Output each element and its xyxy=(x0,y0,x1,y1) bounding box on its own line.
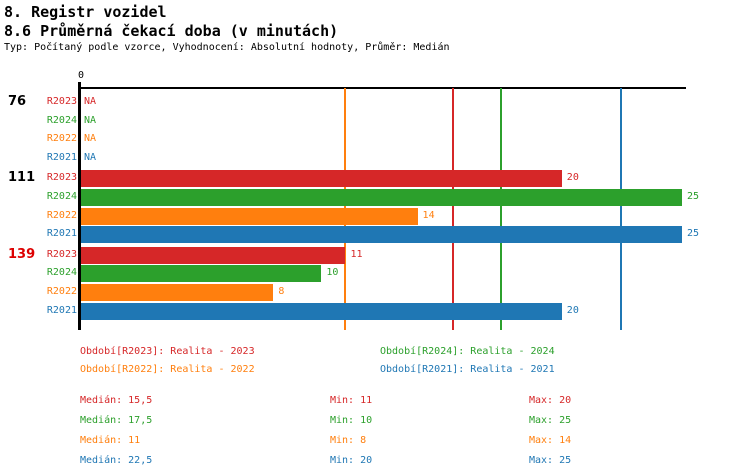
bar-row: R2021 20 xyxy=(0,302,750,321)
bar-row: R2024 NA xyxy=(0,112,750,131)
bar-row: R2022 14 xyxy=(0,207,750,226)
legend-item: Období[R2022]: Realita - 2022 xyxy=(80,364,255,376)
series-label: R2022 xyxy=(46,133,77,145)
bar-value: NA xyxy=(84,151,97,163)
series-label: R2023 xyxy=(46,248,77,260)
bar-value: NA xyxy=(84,133,97,145)
bar xyxy=(81,207,418,225)
series-label: R2021 xyxy=(46,228,77,240)
axis-top-line xyxy=(79,87,686,89)
legend: Období[R2023]: Realita - 2023 Období[R202… xyxy=(0,345,750,385)
median-line-r2021 xyxy=(620,88,623,330)
bar-value: 10 xyxy=(326,267,339,279)
legend-item: Období[R2023]: Realita - 2023 xyxy=(80,346,255,357)
median-line-r2024 xyxy=(500,88,503,330)
page-title: 8. Registr vozidel xyxy=(4,3,167,21)
axis-vertical-line xyxy=(78,82,81,330)
legend-item: Období[R2021]: Realita - 2021 xyxy=(380,364,555,376)
bar-value: NA xyxy=(84,96,97,107)
stat-median: Medián: 17,5 xyxy=(80,415,153,426)
bar-value: 8 xyxy=(278,286,285,297)
series-label: R2024 xyxy=(46,191,77,202)
stat-median: Medián: 15,5 xyxy=(80,395,153,406)
series-label: R2023 xyxy=(46,172,77,184)
legend-item: Období[R2024]: Realita - 2024 xyxy=(380,346,555,357)
stat-median: Medián: 11 xyxy=(80,435,141,446)
group-label: 111 xyxy=(8,170,36,186)
series-label: R2021 xyxy=(46,151,77,163)
stat-min: Min: 20 xyxy=(330,455,373,466)
bar xyxy=(81,189,682,206)
bar-value: 14 xyxy=(422,209,435,221)
bar-row: 76 R2023 NA xyxy=(0,93,750,112)
chart-title: 8.6 Průměrná čekací doba (v minutách) xyxy=(4,22,339,40)
stat-max: Max: 14 xyxy=(529,435,572,446)
bar-row: R2021 25 xyxy=(0,225,750,244)
series-label: R2024 xyxy=(46,114,77,126)
group-label: 139 xyxy=(8,246,36,262)
bar-value: 20 xyxy=(566,172,579,184)
stat-max: Max: 25 xyxy=(529,415,572,426)
bar xyxy=(81,170,562,188)
bar xyxy=(81,246,346,264)
series-label: R2021 xyxy=(46,304,77,316)
series-label: R2023 xyxy=(46,96,77,107)
stat-min: Min: 11 xyxy=(330,395,373,406)
bar-row: R2022 8 xyxy=(0,283,750,302)
bar-row: R2024 25 xyxy=(0,188,750,207)
bar xyxy=(81,226,682,244)
bar-value: 25 xyxy=(687,228,700,240)
bar-value: 11 xyxy=(350,248,363,260)
bar xyxy=(81,302,562,320)
bar xyxy=(81,284,274,301)
bar-value: NA xyxy=(84,114,97,126)
bar xyxy=(81,265,322,283)
group-label: 76 xyxy=(8,94,27,109)
bar-row: R2022 NA xyxy=(0,130,750,149)
series-label: R2024 xyxy=(46,267,77,279)
stat-min: Min: 10 xyxy=(330,415,373,426)
chart-meta-line: Typ: Počítaný podle vzorce, Vyhodnocení:… xyxy=(4,42,450,53)
series-label: R2022 xyxy=(46,286,77,297)
median-line-r2023 xyxy=(452,88,455,330)
stat-max: Max: 20 xyxy=(529,395,572,406)
series-label: R2022 xyxy=(46,209,77,221)
bar-value: 20 xyxy=(566,304,579,316)
bar-row: R2021 NA xyxy=(0,149,750,168)
stats-panel: Medián: 15,5 Min: 11 Max: 20 Medián: 17,5 Mi… xyxy=(0,394,750,474)
stat-median: Medián: 22,5 xyxy=(80,455,153,466)
bar-row: 139 R2023 11 xyxy=(0,246,750,265)
bar-value: 25 xyxy=(687,191,700,202)
bar-row: R2024 10 xyxy=(0,264,750,283)
bar-row: 111 R2023 20 xyxy=(0,169,750,188)
stat-min: Min: 8 xyxy=(330,435,367,446)
stat-max: Max: 25 xyxy=(529,455,572,466)
axis-zero-label: 0 xyxy=(77,70,85,81)
